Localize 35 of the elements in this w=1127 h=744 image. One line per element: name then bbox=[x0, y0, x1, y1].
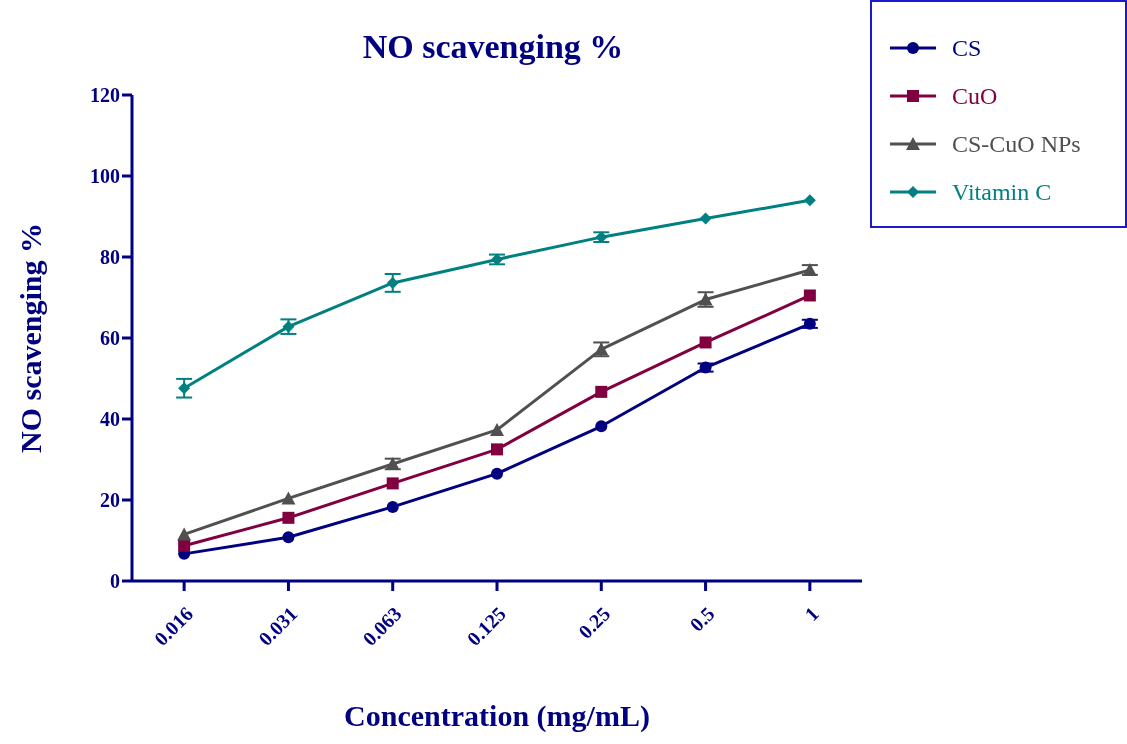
point bbox=[490, 422, 504, 436]
x-axis-title: Concentration (mg/mL) bbox=[344, 699, 650, 733]
x-tick-label: 1 bbox=[800, 602, 823, 626]
point bbox=[699, 336, 712, 349]
point bbox=[595, 420, 608, 433]
point bbox=[699, 212, 712, 225]
x-tick-label: 0.25 bbox=[574, 602, 615, 643]
point bbox=[386, 477, 399, 490]
y-tick-label: 60 bbox=[100, 327, 120, 350]
point bbox=[386, 500, 399, 513]
point bbox=[282, 511, 295, 524]
y-tick-label: 20 bbox=[100, 489, 120, 512]
legend-label: CuO bbox=[952, 82, 998, 110]
y-axis-title: NO scavenging % bbox=[13, 222, 47, 454]
y-tick-label: 120 bbox=[90, 84, 120, 107]
chart-title: NO scavenging % bbox=[361, 28, 625, 66]
point bbox=[178, 539, 191, 552]
point bbox=[491, 467, 503, 480]
y-tick-label: 0 bbox=[110, 570, 120, 593]
legend-label: Vitamin C bbox=[952, 178, 1052, 206]
point bbox=[178, 382, 191, 395]
point bbox=[803, 289, 816, 302]
point bbox=[282, 531, 295, 544]
legend-label: CS-CuO NPs bbox=[952, 130, 1081, 158]
point bbox=[491, 443, 503, 456]
x-tick-label: 0.5 bbox=[685, 602, 719, 636]
point bbox=[595, 385, 608, 398]
y-tick-label: 100 bbox=[90, 165, 120, 188]
y-tick-label: 40 bbox=[100, 408, 120, 431]
legend-label: CS bbox=[952, 34, 982, 62]
point bbox=[803, 194, 816, 207]
point bbox=[177, 527, 192, 541]
y-tick-label: 80 bbox=[100, 246, 120, 269]
point bbox=[281, 491, 296, 505]
point bbox=[386, 276, 399, 289]
